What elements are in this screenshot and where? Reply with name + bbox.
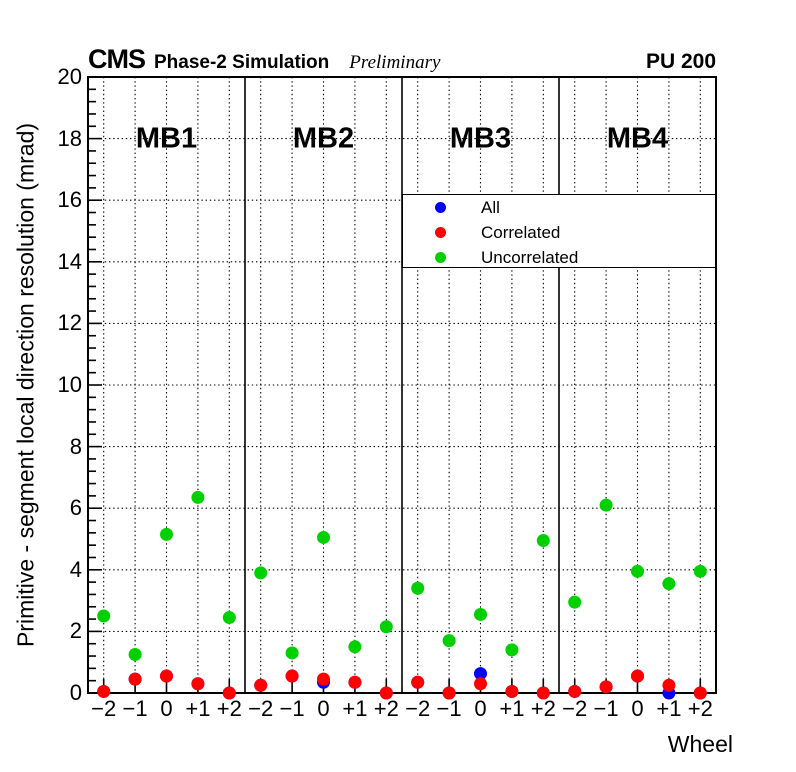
data-point-uncorrelated: [160, 527, 173, 541]
x-tick-label: +1: [499, 696, 525, 721]
data-point-correlated: [442, 686, 456, 700]
panel-label-mb3: MB3: [449, 122, 512, 155]
data-point-uncorrelated: [505, 643, 519, 657]
x-tick-label: 0: [474, 696, 487, 721]
data-point-uncorrelated: [536, 534, 550, 548]
x-tick-label: −1: [593, 696, 619, 721]
data-point-uncorrelated: [474, 607, 487, 621]
legend-item-uncorrelated: Uncorrelated: [403, 245, 715, 270]
data-point-uncorrelated: [631, 564, 644, 578]
x-tick-label: +2: [373, 696, 399, 721]
data-point-correlated: [160, 669, 173, 683]
data-point-uncorrelated: [442, 634, 456, 648]
y-tick-label: 18: [57, 125, 82, 151]
x-tick-label: +2: [216, 696, 242, 721]
x-tick-label: −2: [405, 696, 431, 721]
data-point-correlated: [128, 672, 142, 686]
legend-label: Correlated: [481, 222, 561, 242]
plot-header: CMS Phase-2 Simulation Preliminary PU 20…: [88, 44, 716, 75]
data-point-uncorrelated: [379, 620, 393, 634]
x-tick-label: 0: [317, 696, 330, 721]
y-tick-label: 20: [57, 64, 82, 89]
y-tick-label: 10: [57, 372, 82, 397]
legend-box: All Correlated Uncorrelated: [402, 194, 716, 268]
data-point-correlated: [285, 669, 299, 683]
uncorrelated-marker-icon: [435, 252, 446, 263]
data-point-correlated: [254, 678, 268, 692]
pileup-label: PU 200: [645, 50, 716, 73]
data-point-correlated: [411, 675, 425, 689]
y-tick-label: 12: [57, 310, 82, 336]
all-marker-icon: [435, 202, 446, 213]
y-tick-label: 6: [69, 495, 82, 521]
correlated-marker-icon: [435, 227, 446, 238]
x-tick-label: +2: [530, 696, 556, 721]
x-tick-label: −2: [248, 696, 274, 721]
chart-plot-area: [87, 76, 717, 700]
panel-label-mb1: MB1: [135, 122, 198, 155]
x-tick-label: −1: [122, 696, 148, 721]
legend-label: Uncorrelated: [481, 247, 579, 267]
cms-logo-text: CMS: [88, 44, 146, 74]
data-point-correlated: [662, 678, 676, 692]
panel-label-mb4: MB4: [606, 122, 669, 155]
y-tick-label: 16: [57, 187, 82, 213]
x-tick-label: −1: [436, 696, 462, 721]
data-point-uncorrelated: [348, 640, 362, 654]
data-point-correlated: [97, 684, 111, 698]
x-tick-label: +2: [687, 696, 713, 721]
x-tick-label: −2: [91, 696, 117, 721]
data-point-correlated: [631, 669, 644, 683]
data-point-uncorrelated: [662, 577, 676, 591]
data-point-correlated: [317, 672, 330, 686]
data-point-correlated: [693, 686, 707, 700]
data-point-uncorrelated: [254, 566, 268, 580]
legend-item-correlated: Correlated: [403, 220, 715, 245]
data-point-correlated: [536, 686, 550, 700]
x-axis-title: Wheel: [667, 731, 733, 757]
data-point-uncorrelated: [411, 581, 425, 595]
data-point-correlated: [474, 677, 487, 691]
x-tick-label: 0: [631, 696, 644, 721]
data-point-all: [474, 667, 487, 681]
legend-item-all: All: [403, 195, 715, 220]
data-point-uncorrelated: [97, 609, 111, 623]
preliminary-label: Preliminary: [349, 52, 441, 73]
data-point-uncorrelated: [128, 648, 142, 661]
data-point-correlated: [505, 684, 519, 698]
data-point-correlated: [348, 675, 362, 689]
x-tick-label: +1: [656, 696, 682, 721]
y-tick-label: 0: [69, 680, 82, 705]
data-point-uncorrelated: [222, 611, 236, 625]
data-point-correlated: [379, 686, 393, 700]
y-tick-label: 8: [69, 433, 82, 459]
data-point-correlated: [222, 686, 236, 700]
data-point-uncorrelated: [191, 490, 205, 504]
y-tick-label: 4: [69, 556, 82, 582]
x-tick-label: +1: [185, 696, 211, 721]
data-point-correlated: [568, 684, 582, 698]
plot-frame: [87, 76, 717, 694]
data-point-uncorrelated: [599, 498, 613, 512]
panel-label-mb2: MB2: [292, 122, 355, 155]
data-point-correlated: [599, 680, 613, 694]
phase2-simulation-label: Phase-2 Simulation: [154, 52, 330, 73]
x-tick-label: +1: [342, 696, 368, 721]
y-tick-label: 14: [57, 248, 82, 274]
data-point-uncorrelated: [285, 646, 299, 660]
data-point-uncorrelated: [568, 595, 582, 609]
legend-label: All: [481, 197, 500, 217]
x-tick-label: 0: [160, 696, 173, 721]
y-tick-label: 2: [69, 618, 82, 644]
data-point-correlated: [191, 677, 205, 691]
data-point-uncorrelated: [693, 564, 707, 578]
data-point-uncorrelated: [317, 530, 330, 544]
x-tick-label: −1: [279, 696, 305, 721]
x-tick-label: −2: [562, 696, 588, 721]
